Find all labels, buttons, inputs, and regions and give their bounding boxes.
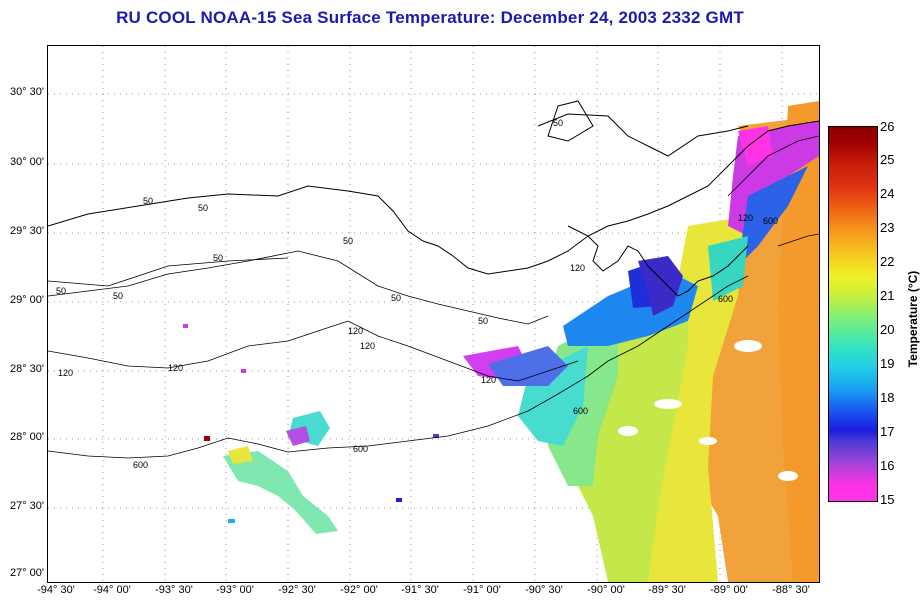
contour-label: 120 <box>168 363 183 373</box>
contour-label: 50 <box>56 286 66 296</box>
contour-label: 50 <box>113 291 123 301</box>
lon-label: -91° 00' <box>463 584 501 596</box>
sst-map: 50 50 50 50 50 50 50 50 50 120 120 120 1… <box>48 46 819 582</box>
contour-label: 600 <box>573 406 588 416</box>
lat-label: 29° 30' <box>9 225 44 237</box>
contour-label: 120 <box>348 326 363 336</box>
coastline <box>48 100 819 297</box>
contour-label: 120 <box>58 368 73 378</box>
lat-label: 28° 30' <box>9 363 44 375</box>
lon-label: -89° 00' <box>710 584 748 596</box>
contour-label: 120 <box>360 341 375 351</box>
map-panel[interactable]: 50 50 50 50 50 50 50 50 50 120 120 120 1… <box>47 45 820 583</box>
lon-label: -93° 00' <box>216 584 254 596</box>
map-title: RU COOL NOAA-15 Sea Surface Temperature:… <box>116 8 744 27</box>
lon-label: -94° 00' <box>93 584 131 596</box>
contour-label: 50 <box>198 203 208 213</box>
colorbar-title: Temperature (°C) <box>906 270 920 368</box>
colorbar-tick: 19 <box>880 356 895 371</box>
temperature-colorbar <box>828 126 878 502</box>
sst-imagery <box>183 101 819 582</box>
lat-label: 30° 00' <box>9 156 44 168</box>
colorbar-tick: 24 <box>880 186 895 201</box>
contour-label: 600 <box>718 294 733 304</box>
lat-label: 30° 30' <box>9 86 44 98</box>
contour-label: 50 <box>143 196 153 206</box>
colorbar-tick: 17 <box>880 424 895 439</box>
lat-label: 28° 00' <box>9 431 44 443</box>
contour-label: 600 <box>763 216 778 226</box>
colorbar-tick: 23 <box>880 220 895 235</box>
colorbar-tick: 26 <box>880 119 895 134</box>
lon-label: -94° 30' <box>37 584 75 596</box>
lon-label: -90° 30' <box>525 584 563 596</box>
colorbar-tick: 25 <box>880 152 895 167</box>
colorbar-tick: 16 <box>880 458 895 473</box>
contour-label: 50 <box>213 253 223 263</box>
bathymetry-contours <box>48 135 819 459</box>
colorbar-tick: 21 <box>880 288 895 303</box>
contour-label: 120 <box>738 213 753 223</box>
contour-label: 120 <box>481 375 496 385</box>
lat-label: 27° 00' <box>9 567 44 579</box>
lon-label: -92° 00' <box>340 584 378 596</box>
lat-label: 29° 00' <box>9 294 44 306</box>
colorbar-tick: 20 <box>880 322 895 337</box>
colorbar-tick: 18 <box>880 390 895 405</box>
lat-label: 27° 30' <box>9 500 44 512</box>
contour-label: 50 <box>391 293 401 303</box>
lon-label: -88° 30' <box>772 584 810 596</box>
lon-label: -91° 30' <box>401 584 439 596</box>
contour-label: 600 <box>133 460 148 470</box>
lon-label: -93° 30' <box>155 584 193 596</box>
contour-label: 50 <box>343 236 353 246</box>
lon-label: -92° 30' <box>278 584 316 596</box>
contour-label: 600 <box>353 444 368 454</box>
colorbar-tick: 15 <box>880 492 895 507</box>
contour-label: 50 <box>553 118 563 128</box>
lon-label: -90° 00' <box>587 584 625 596</box>
contour-labels: 50 50 50 50 50 50 50 50 50 120 120 120 1… <box>56 118 778 470</box>
lon-label: -89° 30' <box>648 584 686 596</box>
colorbar-tick: 22 <box>880 254 895 269</box>
contour-label: 50 <box>478 316 488 326</box>
contour-label: 120 <box>570 263 585 273</box>
